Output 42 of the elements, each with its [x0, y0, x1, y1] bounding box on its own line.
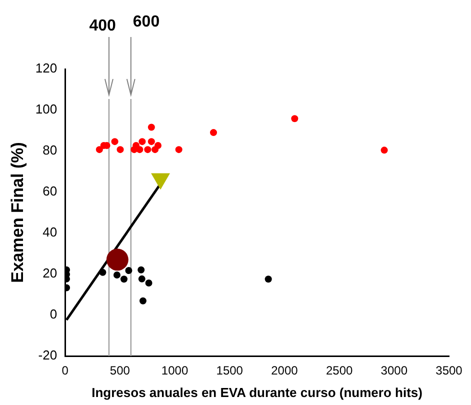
point	[148, 138, 155, 146]
y-tick-label: -20	[38, 348, 58, 363]
point	[136, 146, 144, 154]
point	[139, 297, 146, 304]
x-tick-label: 500	[110, 364, 130, 378]
x-tick-label: 1000	[161, 364, 188, 378]
point	[291, 115, 298, 122]
x-axis-title: Ingresos anuales en EVA durante curso (numero hits)	[92, 384, 422, 400]
ref-line-label: 600	[132, 13, 160, 30]
point	[138, 138, 146, 146]
point	[96, 146, 103, 154]
y-tick-label: 120	[35, 60, 58, 76]
point	[138, 275, 146, 282]
ref-line-label: 400	[89, 17, 116, 34]
y-tick-label: 100	[35, 102, 58, 117]
x-tick-label: 1500	[216, 364, 244, 378]
point	[99, 268, 106, 276]
point	[210, 129, 217, 136]
point	[154, 142, 162, 149]
y-tick-label: 60	[42, 184, 58, 199]
point	[264, 276, 272, 283]
point	[144, 146, 152, 154]
x-tick-label: 3500	[436, 364, 463, 378]
y-tick-label: 0	[50, 306, 58, 322]
point	[138, 266, 145, 274]
x-tick-label: 2000	[271, 364, 298, 378]
point	[148, 124, 155, 131]
point	[111, 138, 118, 146]
point	[175, 146, 182, 154]
point	[145, 280, 152, 287]
point	[380, 146, 388, 154]
point	[113, 272, 120, 279]
y-tick-label: 40	[42, 224, 58, 240]
y-tick-label: 20	[42, 266, 58, 281]
x-tick-label: 3000	[380, 364, 408, 378]
y-tick-label: 80	[42, 142, 58, 158]
point	[120, 276, 128, 283]
point	[125, 267, 132, 274]
x-tick-label: 2500	[326, 364, 353, 378]
x-tick-label: 0	[62, 364, 69, 378]
y-axis-title: Examen Final (%)	[8, 142, 27, 283]
point	[116, 146, 124, 154]
